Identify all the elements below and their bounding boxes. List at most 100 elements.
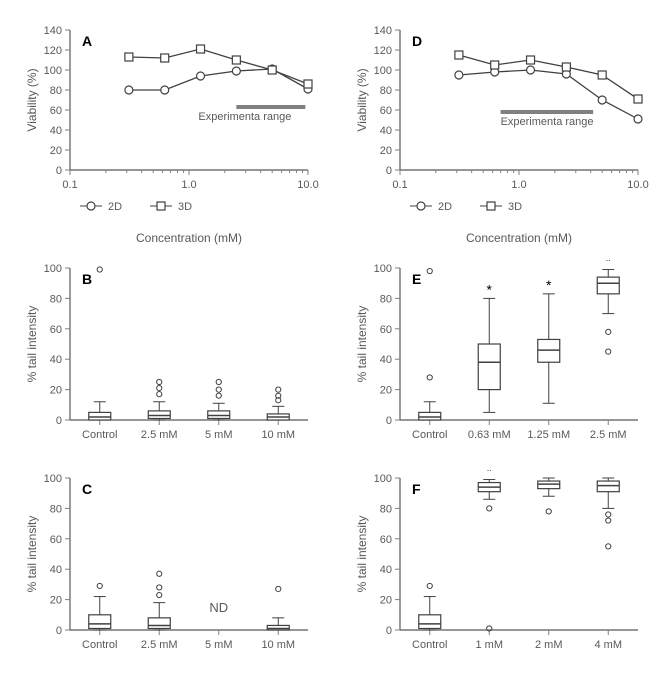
marker-square <box>304 80 312 88</box>
marker-circle <box>634 115 642 123</box>
y-tick-label: 0 <box>56 415 62 427</box>
category-label: 5 mM <box>205 639 233 651</box>
box-panel-B: 020406080100Control2.5 mM5 mM10 mM% tail… <box>20 260 320 450</box>
y-tick-label: 120 <box>374 45 392 57</box>
y-tick-label: 80 <box>50 503 62 515</box>
outlier-marker <box>276 586 281 591</box>
outlier-marker <box>546 509 551 514</box>
outlier-marker <box>157 392 162 397</box>
y-tick-label: 20 <box>380 595 392 607</box>
panel-letter: D <box>412 33 422 49</box>
y-tick-label: 0 <box>386 625 392 637</box>
legend-marker-circle <box>87 202 95 210</box>
marker-circle <box>125 86 133 94</box>
legend-marker-square <box>157 202 165 210</box>
marker-square <box>634 95 642 103</box>
range-label: Experimenta range <box>198 111 291 123</box>
legend-label: 2D <box>438 201 452 213</box>
y-tick-label: 40 <box>50 564 62 576</box>
legend-label: 3D <box>508 201 522 213</box>
y-axis-label: % tail intensity <box>355 516 369 593</box>
series-line-2D <box>129 69 308 90</box>
outlier-marker <box>216 387 221 392</box>
marker-circle <box>527 66 535 74</box>
y-tick-label: 20 <box>50 595 62 607</box>
x-tick-label: 10.0 <box>297 179 318 191</box>
significance-star: * <box>487 470 493 479</box>
y-axis-label: % tail intensity <box>25 306 39 383</box>
y-tick-label: 40 <box>50 354 62 366</box>
marker-square <box>562 63 570 71</box>
y-tick-label: 100 <box>44 65 62 77</box>
y-tick-label: 0 <box>386 415 392 427</box>
outlier-marker <box>427 268 432 273</box>
panel-letter: B <box>82 271 92 287</box>
line-panel-A: 0204060801001201400.11.010.0Experimenta … <box>20 20 320 250</box>
significance-star: * <box>487 281 493 297</box>
box <box>538 339 560 362</box>
outlier-marker <box>487 506 492 511</box>
y-tick-label: 100 <box>44 473 62 485</box>
significance-star: * <box>606 260 612 269</box>
y-tick-label: 40 <box>50 125 62 137</box>
y-axis-label: Viability (%) <box>355 68 369 131</box>
line-panel-D: 0204060801001201400.11.010.0Experimenta … <box>350 20 650 250</box>
marker-square <box>197 45 205 53</box>
marker-circle <box>161 86 169 94</box>
outlier-marker <box>606 329 611 334</box>
box <box>478 344 500 390</box>
legend-label: 2D <box>108 201 122 213</box>
y-tick-label: 140 <box>44 25 62 37</box>
box <box>208 411 230 419</box>
marker-circle <box>598 96 606 104</box>
y-tick-label: 20 <box>50 145 62 157</box>
marker-square <box>527 56 535 64</box>
y-tick-label: 120 <box>44 45 62 57</box>
category-label: Control <box>82 639 117 651</box>
x-tick-label: 1.0 <box>181 179 196 191</box>
panel-E: 020406080100Control0.63 mM1.25 mM2.5 mM*… <box>350 260 650 460</box>
y-tick-label: 40 <box>380 125 392 137</box>
box <box>419 615 441 629</box>
y-axis-label: % tail intensity <box>355 306 369 383</box>
x-tick-label: 10.0 <box>627 179 648 191</box>
outlier-marker <box>427 375 432 380</box>
box <box>597 481 619 492</box>
outlier-marker <box>606 544 611 549</box>
box <box>89 412 111 420</box>
outlier-marker <box>427 583 432 588</box>
x-tick-label: 1.0 <box>511 179 526 191</box>
y-tick-label: 100 <box>374 263 392 275</box>
outlier-marker <box>157 571 162 576</box>
box-panel-C: 020406080100Control2.5 mM5 mM10 mMND% ta… <box>20 470 320 660</box>
outlier-marker <box>606 512 611 517</box>
y-tick-label: 60 <box>380 105 392 117</box>
outlier-marker <box>606 518 611 523</box>
panel-letter: C <box>82 481 92 497</box>
outlier-marker <box>216 393 221 398</box>
y-tick-label: 80 <box>380 85 392 97</box>
y-tick-label: 60 <box>50 324 62 336</box>
category-label: Control <box>412 429 447 441</box>
legend-marker-circle <box>417 202 425 210</box>
marker-square <box>161 54 169 62</box>
box-panel-F: 020406080100Control1 mM2 mM4 mM***% tail… <box>350 470 650 660</box>
y-tick-label: 60 <box>380 534 392 546</box>
category-label: 0.63 mM <box>468 429 511 441</box>
y-tick-label: 100 <box>44 263 62 275</box>
y-tick-label: 0 <box>386 165 392 177</box>
marker-square <box>232 56 240 64</box>
y-tick-label: 0 <box>56 625 62 637</box>
marker-square <box>491 61 499 69</box>
y-tick-label: 20 <box>50 385 62 397</box>
outlier-marker <box>97 583 102 588</box>
outlier-marker <box>216 379 221 384</box>
y-tick-label: 60 <box>50 105 62 117</box>
outlier-marker <box>157 585 162 590</box>
y-tick-label: 80 <box>50 293 62 305</box>
x-tick-label: 0.1 <box>62 179 77 191</box>
x-axis-label: Concentration (mM) <box>136 231 242 245</box>
y-tick-label: 100 <box>374 65 392 77</box>
outlier-marker <box>157 592 162 597</box>
panel-D: 0204060801001201400.11.010.0Experimenta … <box>350 20 650 250</box>
